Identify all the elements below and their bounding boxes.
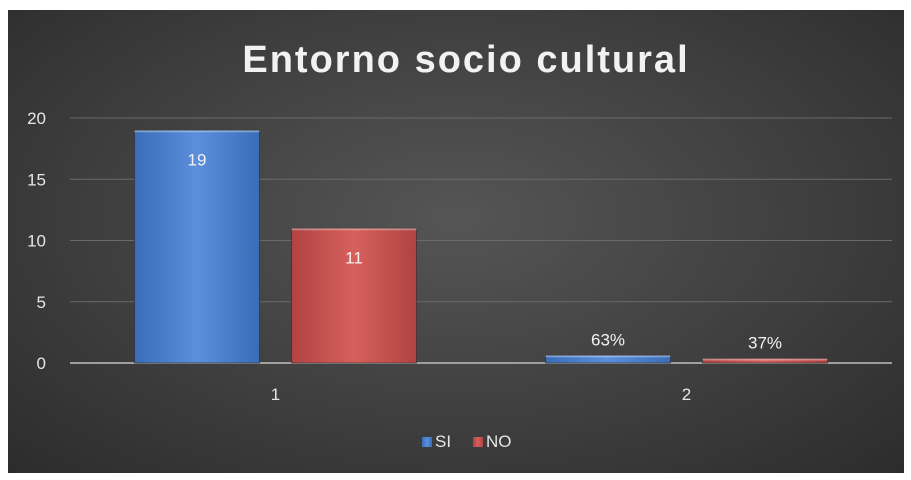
y-tick-label: 20 <box>27 109 46 128</box>
bar-no-1 <box>291 227 417 364</box>
data-label: 63% <box>591 330 625 349</box>
bar-chart: Entorno socio cultural 0 5 10 15 20 19 11 63% 3… <box>27 39 892 451</box>
legend-swatch-no <box>473 437 483 447</box>
legend-label-no: NO <box>486 432 512 451</box>
y-tick-label: 5 <box>37 293 46 312</box>
bar-si-1 <box>134 129 260 364</box>
bar-highlight <box>702 358 828 361</box>
legend-swatch-si <box>422 437 432 447</box>
bar-highlight <box>291 228 417 231</box>
data-label: 37% <box>748 333 782 352</box>
legend-label-si: SI <box>435 432 451 451</box>
data-label: 19 <box>188 150 207 169</box>
x-tick-label: 1 <box>271 385 280 404</box>
x-tick-label: 2 <box>682 385 691 404</box>
y-tick-label: 10 <box>27 232 46 251</box>
bars: 19 11 63% 37% <box>134 129 828 364</box>
legend: SI NO <box>422 432 512 451</box>
y-tick-label: 15 <box>27 170 46 189</box>
chart-frame: Entorno socio cultural 0 5 10 15 20 19 11 63% 3… <box>8 10 904 473</box>
y-axis-ticks: 0 5 10 15 20 <box>27 109 46 373</box>
chart-title: Entorno socio cultural <box>242 39 689 81</box>
bar-si-2 <box>545 354 671 364</box>
bar-highlight <box>545 355 671 358</box>
data-label: 11 <box>345 248 363 267</box>
y-tick-label: 0 <box>37 354 46 373</box>
bar-highlight <box>134 130 260 133</box>
bar-no-2 <box>702 358 828 364</box>
